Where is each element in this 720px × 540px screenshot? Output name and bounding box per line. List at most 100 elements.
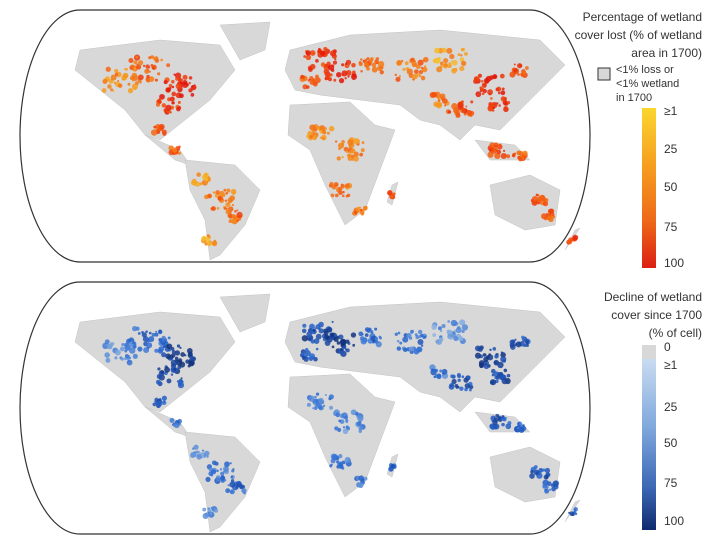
wetland-cell	[412, 73, 418, 80]
wetland-cell	[453, 107, 460, 114]
wetland-cell	[399, 341, 403, 345]
wetland-cell	[402, 336, 409, 343]
wetland-cell	[301, 335, 309, 342]
wetland-cell	[439, 93, 446, 100]
wetland-cell	[378, 336, 383, 340]
wetland-cell	[499, 375, 505, 380]
wetland-cell	[351, 158, 354, 161]
wetland-cell	[148, 331, 152, 335]
wetland-cell	[153, 125, 156, 129]
wetland-cell	[326, 131, 330, 135]
wetland-cell	[234, 210, 237, 213]
wetland-cell	[232, 214, 237, 220]
wetland-cell	[155, 330, 158, 333]
wetland-cell	[341, 155, 344, 159]
wetland-cell	[458, 336, 464, 342]
wetland-cell	[361, 141, 365, 144]
wetland-cell	[318, 321, 324, 328]
wetland-cell	[476, 356, 479, 359]
wetland-cell	[338, 77, 345, 84]
wetland-cell	[435, 102, 443, 109]
wetland-cell	[487, 89, 493, 96]
wetland-cell	[422, 59, 425, 62]
wetland-cell	[500, 90, 506, 96]
wetland-cell	[309, 323, 315, 330]
wetland-cell	[330, 332, 335, 337]
wetland-cell	[338, 453, 343, 459]
scale-label: 50	[664, 436, 678, 450]
wetland-cell	[309, 50, 316, 56]
wetland-cell	[374, 59, 379, 65]
wetland-cell	[351, 62, 356, 68]
wetland-cell	[322, 404, 326, 407]
wetland-cell	[396, 339, 400, 343]
wetland-cell	[207, 507, 210, 510]
wetland-cell	[360, 58, 363, 61]
wetland-cell	[221, 193, 226, 198]
wetland-cell	[334, 193, 339, 198]
wetland-cell	[229, 489, 235, 495]
wetland-cell	[535, 193, 539, 197]
scale-label: ≥1	[664, 358, 678, 372]
wetland-cell	[357, 482, 364, 489]
wetland-cell	[305, 54, 312, 61]
wetland-cell	[304, 350, 311, 357]
wetland-cell	[179, 361, 186, 368]
wetland-cell	[443, 63, 448, 68]
wetland-cell	[145, 330, 148, 334]
wetland-cell	[300, 352, 305, 357]
wetland-cell	[447, 110, 452, 114]
wetland-cell	[179, 346, 182, 349]
wetland-cell	[338, 419, 342, 423]
wetland-cell	[517, 73, 520, 76]
wetland-cell	[492, 74, 498, 80]
wetland-cell	[336, 156, 341, 161]
wetland-cell	[485, 362, 488, 365]
na-label: <1% loss or	[616, 64, 674, 76]
wetland-cell	[502, 100, 508, 106]
wetland-cell	[326, 61, 331, 66]
wetland-cell	[137, 60, 144, 66]
wetland-cell	[513, 68, 518, 73]
wetland-cell	[336, 341, 341, 345]
wetland-cell	[157, 72, 161, 76]
wetland-cell	[529, 473, 535, 479]
wetland-cell	[329, 181, 334, 187]
wetland-cell	[301, 328, 307, 334]
wetland-cell	[533, 469, 540, 476]
wetland-cell	[155, 379, 161, 385]
wetland-cell	[225, 191, 228, 195]
wetland-cell	[139, 81, 142, 84]
wetland-cell	[323, 328, 328, 334]
wetland-cell	[379, 70, 384, 75]
wetland-cell	[477, 73, 483, 78]
wetland-cell	[487, 151, 494, 158]
wetland-cell	[172, 147, 178, 153]
wetland-cell	[137, 74, 144, 81]
wetland-cell	[154, 348, 159, 353]
wetland-cell	[344, 348, 348, 351]
wetland-cell	[146, 342, 153, 349]
wetland-cell	[325, 74, 331, 80]
wetland-cell	[241, 488, 247, 494]
wetland-cell	[360, 148, 365, 153]
wetland-cell	[231, 469, 235, 473]
wetland-cell	[345, 339, 350, 344]
wetland-cell	[331, 53, 337, 59]
wetland-cell	[420, 75, 426, 81]
wetland-cell	[177, 100, 181, 104]
wetland-cell	[331, 345, 335, 349]
wetland-cell	[122, 72, 129, 79]
wetland-cell	[431, 324, 437, 330]
wetland-cell	[232, 192, 235, 195]
wetland-cell	[356, 139, 361, 143]
wetland-cell	[302, 323, 307, 328]
legend-title: Percentage of wetland	[583, 10, 702, 24]
wetland-cell	[194, 181, 201, 187]
wetland-cell	[236, 211, 243, 218]
wetland-cell	[305, 348, 309, 352]
scale-label: 75	[664, 220, 678, 234]
wetland-cell	[314, 77, 321, 84]
wetland-cell	[548, 208, 555, 215]
wetland-cell	[341, 139, 345, 144]
